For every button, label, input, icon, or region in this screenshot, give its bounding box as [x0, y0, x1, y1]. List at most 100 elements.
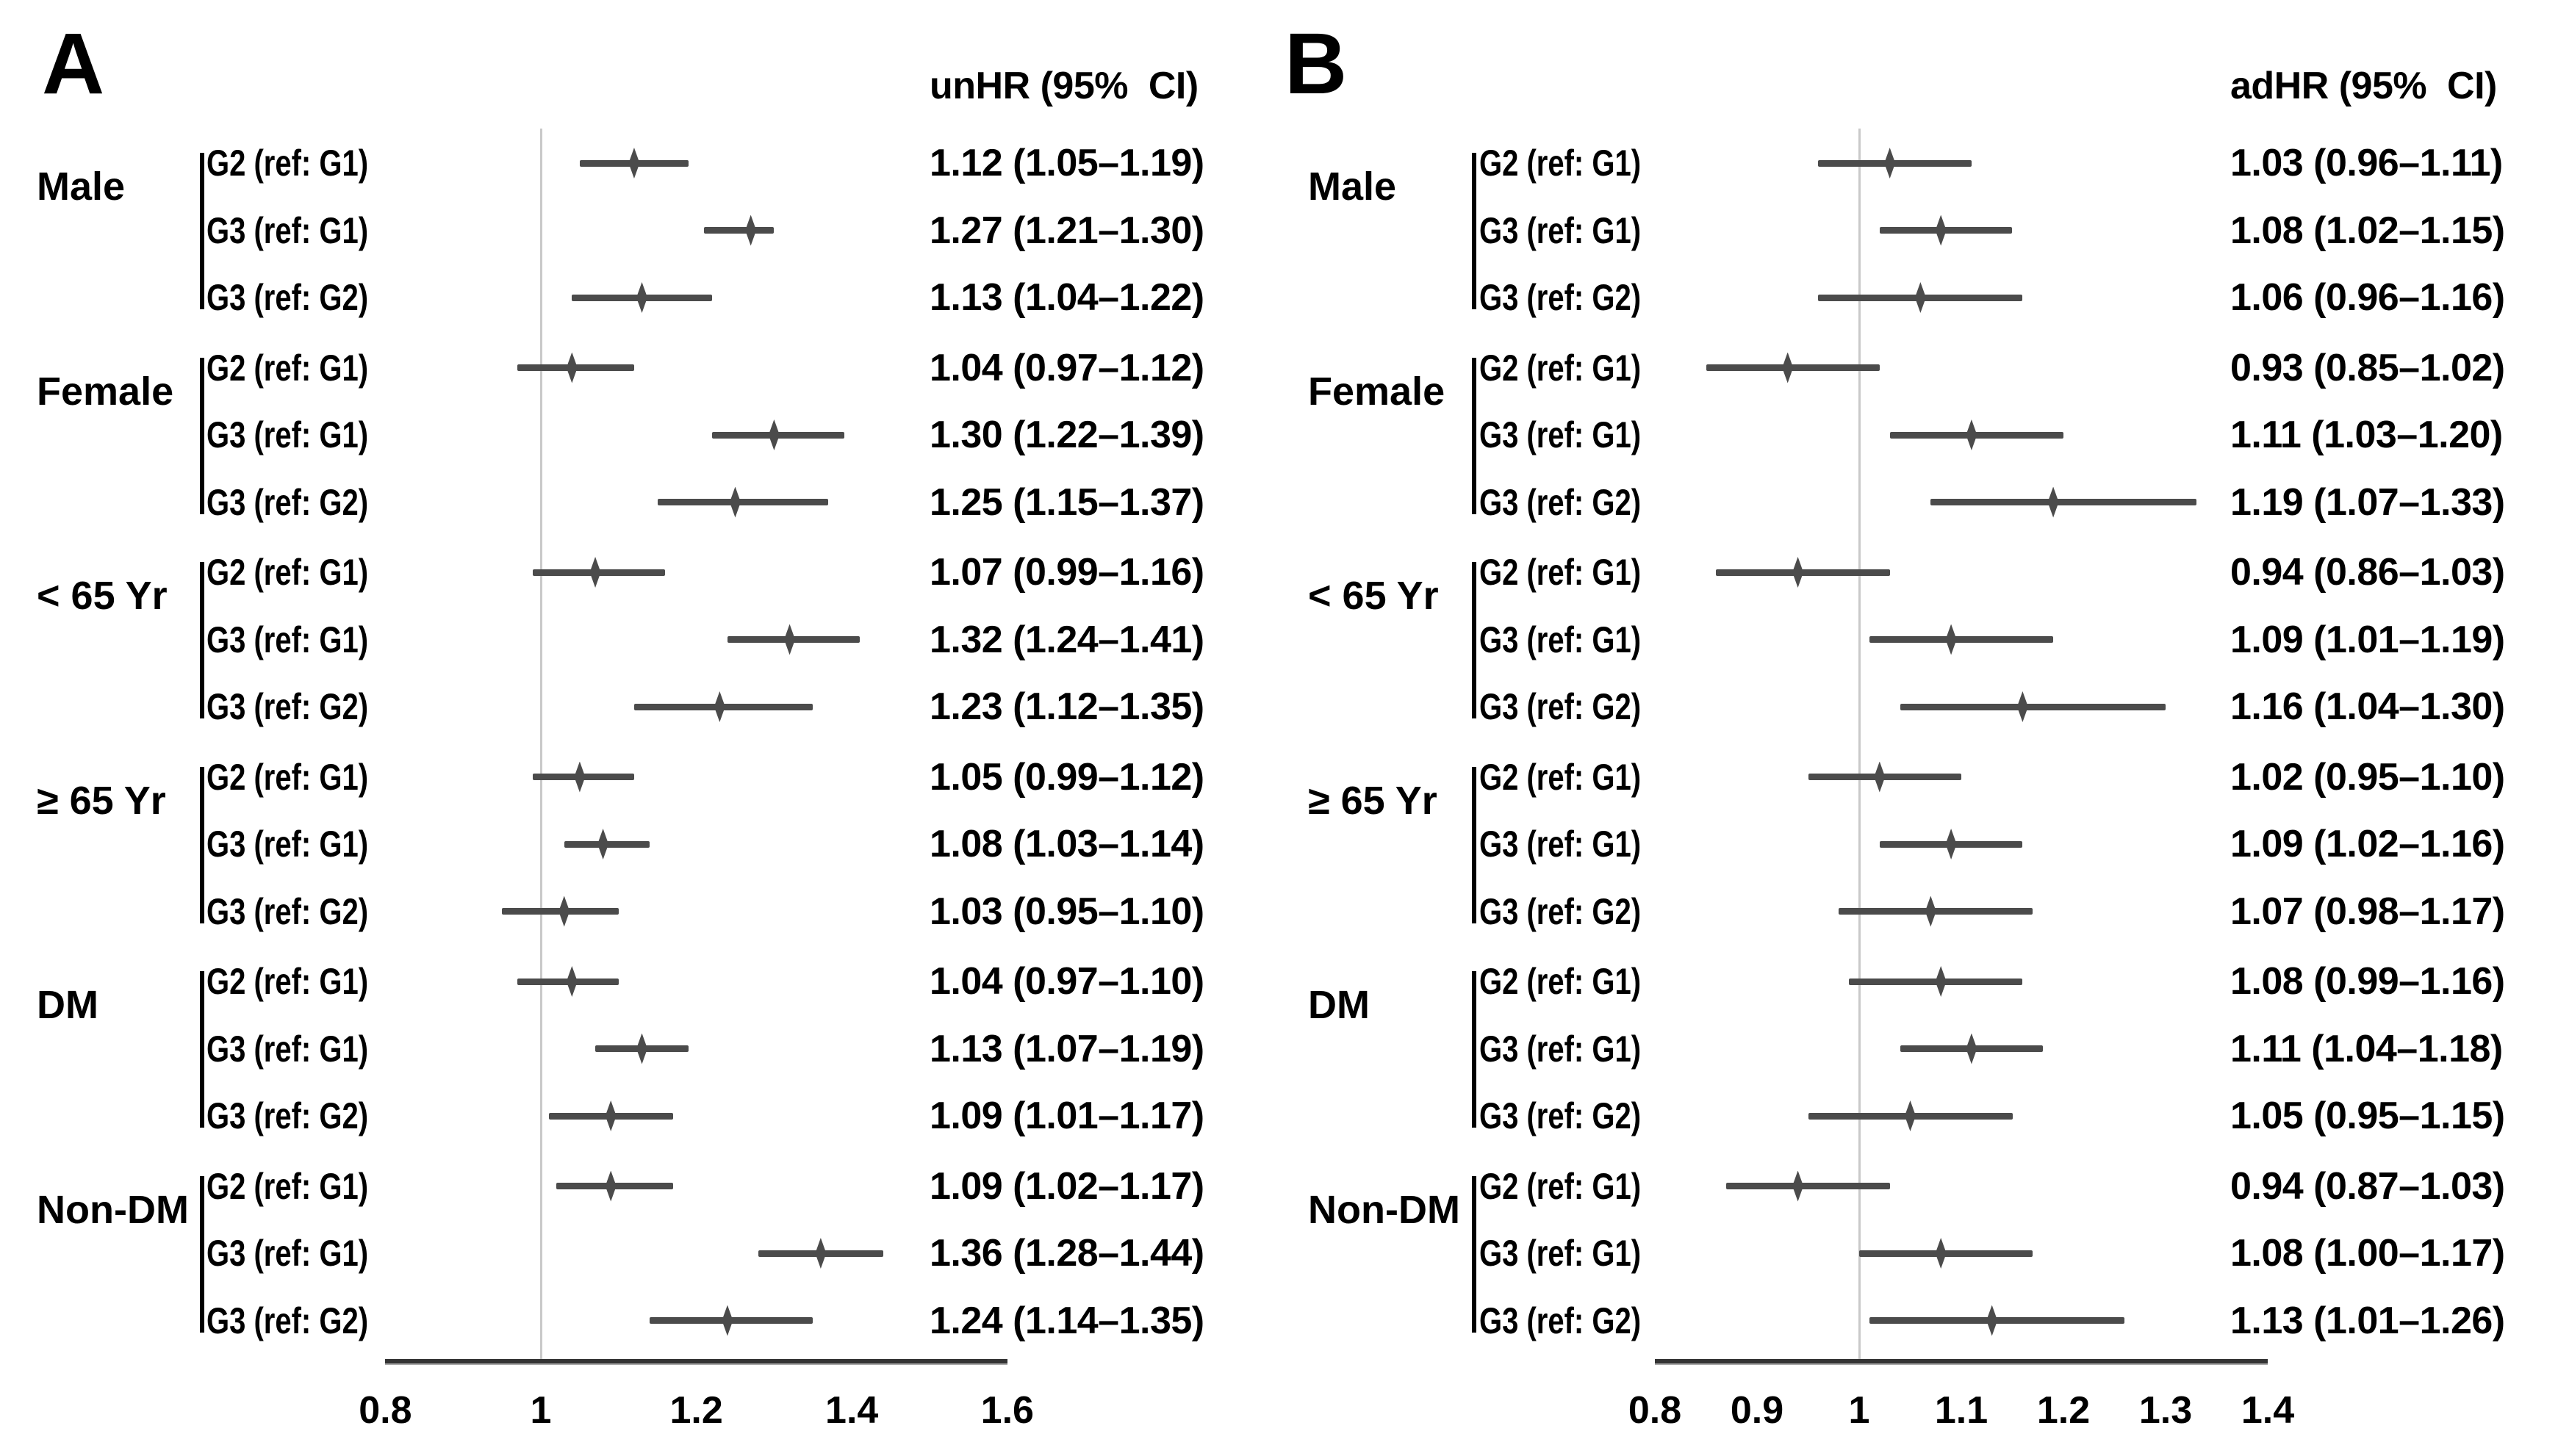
point-estimate-diamond — [2047, 486, 2059, 518]
row-label: G3 (ref: G1) — [206, 619, 369, 660]
point-estimate-diamond — [1925, 895, 1936, 927]
row-label: G2 (ref: G1) — [206, 552, 369, 593]
row-label: G3 (ref: G2) — [206, 890, 369, 932]
point-estimate-diamond — [558, 895, 570, 927]
ci-line — [1869, 636, 2054, 643]
hr-value: 1.07 (0.99–1.16) — [930, 551, 1204, 594]
group-label: Female — [37, 369, 174, 414]
row-label: G3 (ref: G1) — [1479, 1233, 1642, 1274]
row-label: G3 (ref: G2) — [1479, 1095, 1642, 1136]
row-label: G3 (ref: G2) — [1479, 277, 1642, 318]
hr-value: 1.13 (1.07–1.19) — [930, 1027, 1204, 1070]
row-label: G2 (ref: G1) — [206, 347, 369, 389]
hr-value: 1.02 (0.95–1.10) — [2230, 755, 2505, 799]
group-label: Non-DM — [37, 1187, 189, 1232]
hr-value: 1.13 (1.04–1.22) — [930, 276, 1204, 319]
hr-value: 0.94 (0.87–1.03) — [2230, 1164, 2505, 1208]
row-label: G2 (ref: G1) — [1479, 347, 1642, 389]
row-label: G3 (ref: G2) — [1479, 481, 1642, 523]
ci-line — [1900, 703, 2166, 710]
point-estimate-diamond — [605, 1170, 617, 1202]
column-header: adHR (95% CI) — [2230, 65, 2497, 107]
hr-value: 1.11 (1.04–1.18) — [2230, 1027, 2503, 1070]
group-label: Non-DM — [1308, 1187, 1460, 1232]
point-estimate-diamond — [2016, 691, 2028, 722]
group-label: Male — [1308, 165, 1397, 209]
x-axis-tick-label: 1 — [530, 1389, 552, 1432]
group-bracket — [1472, 766, 1476, 923]
ci-line — [1726, 1183, 1890, 1189]
hr-value: 1.13 (1.01–1.26) — [2230, 1299, 2505, 1342]
hr-value: 1.09 (1.02–1.17) — [930, 1164, 1204, 1208]
row-label: G3 (ref: G2) — [206, 1300, 369, 1341]
group-bracket — [200, 562, 204, 718]
hr-value: 1.05 (0.95–1.15) — [2230, 1095, 2505, 1137]
x-axis-tick-label: 0.8 — [1628, 1389, 1682, 1432]
group-bracket — [200, 1175, 204, 1333]
group-label: < 65 Yr — [1308, 574, 1439, 618]
group-bracket — [1472, 357, 1476, 514]
ci-line — [704, 227, 775, 234]
point-estimate-diamond — [745, 215, 757, 246]
row-label: G2 (ref: G1) — [206, 143, 369, 184]
point-estimate-diamond — [574, 761, 586, 793]
row-label: G3 (ref: G2) — [206, 481, 369, 523]
hr-value: 1.08 (1.02–1.15) — [2230, 209, 2505, 252]
point-estimate-diamond — [636, 282, 648, 313]
row-label: G3 (ref: G1) — [1479, 823, 1642, 865]
ci-line — [657, 499, 829, 505]
row-label: G2 (ref: G1) — [1479, 1165, 1642, 1207]
point-estimate-diamond — [1792, 1170, 1804, 1202]
point-estimate-diamond — [730, 486, 741, 518]
hr-value: 1.23 (1.12–1.35) — [930, 685, 1204, 728]
hr-value: 1.07 (0.98–1.17) — [2230, 890, 2505, 933]
group-label: DM — [37, 983, 98, 1027]
ci-line — [1930, 499, 2196, 505]
hr-value: 0.94 (0.86–1.03) — [2230, 551, 2505, 594]
row-label: G3 (ref: G2) — [206, 686, 369, 727]
point-estimate-diamond — [1945, 829, 1957, 859]
group-label: Male — [37, 165, 126, 209]
row-label: G3 (ref: G1) — [1479, 209, 1642, 251]
hr-value: 1.19 (1.07–1.33) — [2230, 480, 2505, 524]
row-label: G3 (ref: G2) — [1479, 686, 1642, 727]
row-label: G3 (ref: G2) — [1479, 1300, 1642, 1341]
panel-letter: B — [1285, 15, 1348, 112]
point-estimate-diamond — [589, 557, 601, 588]
reference-line — [1858, 129, 1861, 1359]
point-estimate-diamond — [722, 1305, 733, 1336]
point-estimate-diamond — [1945, 624, 1957, 655]
point-estimate-diamond — [1935, 1238, 1947, 1269]
point-estimate-diamond — [1935, 966, 1947, 997]
point-estimate-diamond — [1966, 1033, 1977, 1064]
column-header: unHR (95% CI) — [930, 65, 1199, 107]
hr-value: 1.05 (0.99–1.12) — [930, 755, 1204, 799]
row-label: G2 (ref: G1) — [1479, 961, 1642, 1002]
row-label: G3 (ref: G1) — [1479, 414, 1642, 455]
hr-value: 1.09 (1.01–1.19) — [2230, 618, 2505, 661]
hr-value: 1.25 (1.15–1.37) — [930, 480, 1204, 524]
row-label: G3 (ref: G1) — [206, 1028, 369, 1070]
hr-value: 1.04 (0.97–1.10) — [930, 960, 1204, 1003]
hr-value: 1.11 (1.03–1.20) — [2230, 414, 2503, 456]
group-bracket — [1472, 1175, 1476, 1333]
hr-value: 0.93 (0.85–1.02) — [2230, 346, 2505, 389]
point-estimate-diamond — [1986, 1305, 1998, 1336]
hr-value: 1.06 (0.96–1.16) — [2230, 276, 2505, 319]
group-label: Female — [1308, 369, 1445, 414]
point-estimate-diamond — [768, 419, 780, 450]
point-estimate-diamond — [1874, 761, 1886, 793]
row-label: G2 (ref: G1) — [1479, 756, 1642, 798]
group-bracket — [200, 357, 204, 514]
x-axis-tick-label: 0.8 — [359, 1389, 412, 1432]
hr-value: 1.36 (1.28–1.44) — [930, 1232, 1204, 1275]
row-label: G3 (ref: G2) — [1479, 890, 1642, 932]
x-axis-tick-label: 1.6 — [980, 1389, 1034, 1432]
panel-letter: A — [42, 15, 105, 112]
point-estimate-diamond — [1884, 148, 1896, 179]
x-axis-tick-label: 1.3 — [2138, 1389, 2193, 1432]
row-label: G2 (ref: G1) — [206, 756, 369, 798]
group-bracket — [200, 153, 204, 309]
x-axis-tick-label: 1.2 — [669, 1389, 723, 1432]
